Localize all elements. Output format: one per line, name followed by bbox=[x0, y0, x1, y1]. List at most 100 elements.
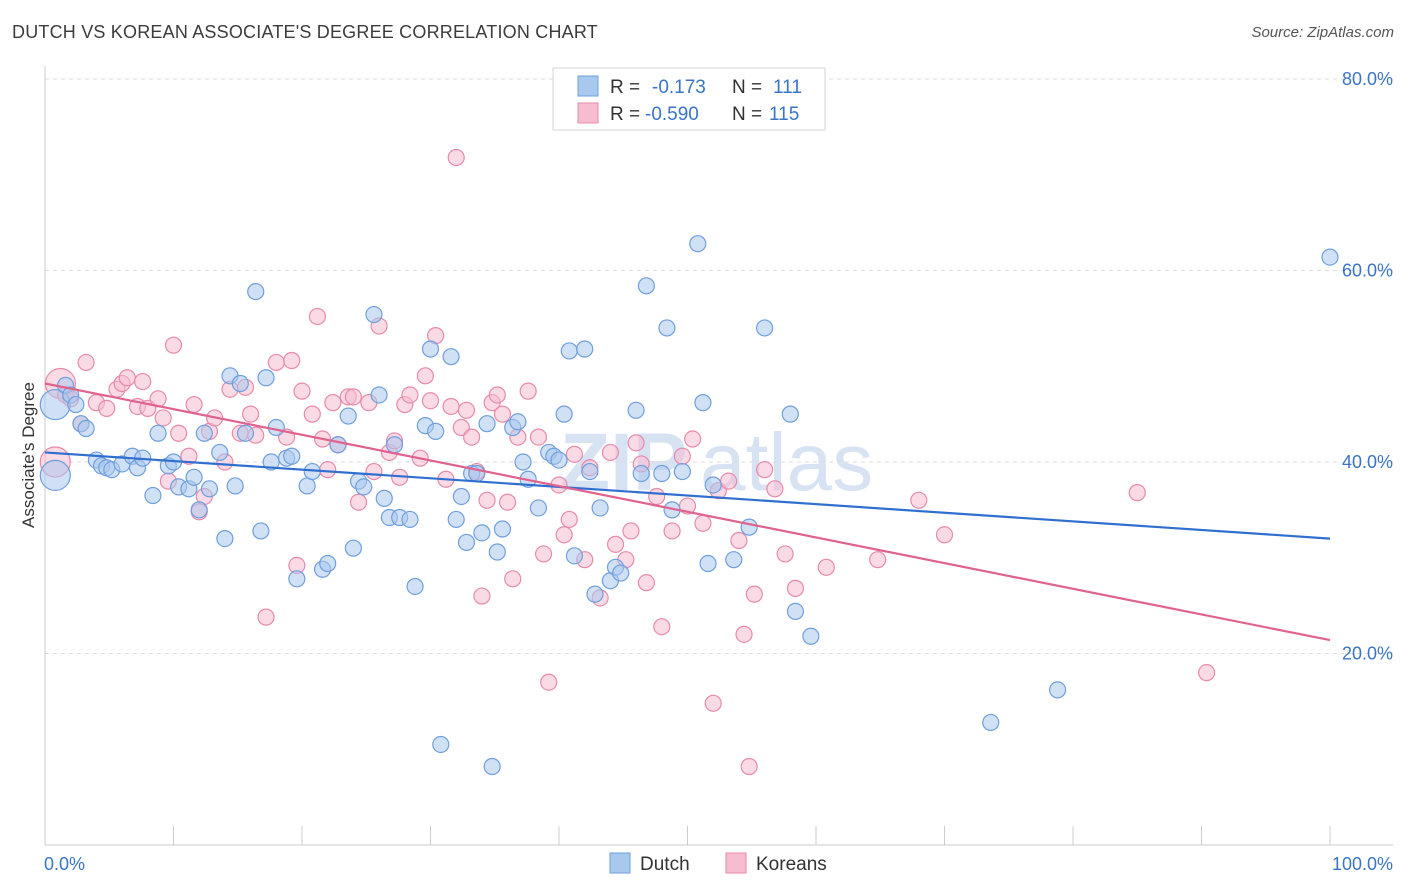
korean-point bbox=[869, 551, 887, 569]
source-label: Source: ZipAtlas.com bbox=[1251, 24, 1394, 41]
dutch-point bbox=[370, 386, 388, 404]
korean-point bbox=[735, 625, 753, 643]
korean-point bbox=[704, 694, 722, 712]
bottom-legend-dutch: Dutch bbox=[640, 854, 690, 875]
dutch-point bbox=[421, 340, 440, 358]
dutch-point bbox=[375, 489, 393, 507]
dutch-point bbox=[673, 462, 691, 481]
korean-point bbox=[349, 493, 368, 511]
korean-point bbox=[755, 461, 774, 479]
dutch-point bbox=[576, 340, 594, 358]
korean-point bbox=[529, 428, 548, 446]
korean-point bbox=[267, 353, 285, 372]
trend-lines bbox=[44, 382, 1331, 642]
dutch-point bbox=[355, 478, 373, 496]
dutch-point bbox=[658, 319, 676, 337]
x-tick-label-start: 0.0% bbox=[44, 854, 85, 874]
korean-point bbox=[653, 618, 671, 636]
korean-point bbox=[185, 395, 203, 414]
korean-point bbox=[478, 491, 496, 509]
dutch-point bbox=[452, 487, 470, 506]
korean-point bbox=[293, 382, 311, 400]
korean-point bbox=[447, 148, 465, 167]
bottom-legend-swatch-korean bbox=[725, 852, 747, 874]
korean-point bbox=[1198, 664, 1216, 682]
korean-point bbox=[817, 558, 835, 576]
dutch-point bbox=[144, 486, 162, 505]
korean-trend-line bbox=[44, 382, 1331, 642]
korean-point bbox=[786, 579, 805, 597]
dutch-point bbox=[257, 369, 275, 387]
dutch-point bbox=[488, 543, 506, 561]
korean-point bbox=[740, 757, 758, 776]
dutch-point bbox=[216, 529, 234, 548]
dutch-point bbox=[586, 585, 604, 603]
korean-point bbox=[637, 574, 655, 592]
dutch-point bbox=[493, 520, 512, 538]
dutch-point bbox=[1321, 248, 1339, 266]
korean-point bbox=[164, 336, 183, 354]
legend-box: R = -0.173 N = 111 R = -0.590 N = 115 bbox=[552, 67, 826, 131]
dutch-point bbox=[231, 374, 249, 393]
dutch-point bbox=[565, 547, 584, 565]
korean-point bbox=[694, 514, 712, 532]
dutch-series bbox=[39, 235, 1339, 776]
dutch-point bbox=[406, 577, 424, 596]
y-tick-label: 40.0% bbox=[1342, 452, 1393, 472]
korean-point bbox=[540, 673, 558, 691]
y-tick-label: 60.0% bbox=[1342, 261, 1393, 281]
dutch-point bbox=[226, 477, 244, 495]
korean-point bbox=[488, 386, 506, 404]
dutch-point bbox=[478, 415, 496, 433]
y-tick-label: 80.0% bbox=[1342, 69, 1393, 89]
dutch-point bbox=[560, 342, 578, 360]
legend-r-value-dutch: -0.173 bbox=[652, 77, 706, 98]
korean-point bbox=[504, 570, 522, 588]
bottom-legend: Dutch Koreans bbox=[609, 852, 827, 875]
korean-point bbox=[673, 447, 691, 465]
dutch-point bbox=[457, 533, 476, 552]
dutch-point bbox=[725, 551, 743, 569]
korean-point bbox=[555, 526, 573, 544]
korean-point bbox=[519, 382, 537, 400]
dutch-point bbox=[694, 394, 712, 412]
dutch-point bbox=[385, 436, 404, 454]
korean-point bbox=[776, 545, 794, 563]
dutch-point bbox=[149, 424, 167, 442]
dutch-point bbox=[509, 413, 527, 431]
korean-point bbox=[180, 447, 198, 465]
chart-title: DUTCH VS KOREAN ASSOCIATE'S DEGREE CORRE… bbox=[12, 22, 598, 42]
dutch-point bbox=[329, 436, 347, 454]
korean-point bbox=[442, 397, 460, 416]
dutch-point bbox=[432, 735, 450, 754]
legend-r-label: R = bbox=[610, 104, 640, 125]
korean-point bbox=[499, 493, 517, 511]
dutch-point bbox=[781, 405, 799, 423]
bottom-legend-swatch-dutch bbox=[609, 852, 631, 874]
korean-point bbox=[154, 409, 172, 427]
korean-point bbox=[457, 401, 476, 419]
korean-point bbox=[118, 369, 136, 387]
korean-point bbox=[663, 522, 681, 540]
korean-point bbox=[745, 585, 763, 603]
dutch-point bbox=[447, 510, 465, 529]
legend-swatch-korean bbox=[577, 102, 599, 124]
dutch-point bbox=[283, 447, 301, 465]
korean-point bbox=[303, 405, 321, 423]
watermark: ZIP atlas bbox=[560, 417, 873, 508]
korean-point bbox=[319, 461, 337, 479]
dutch-point bbox=[442, 348, 460, 366]
legend-swatch-dutch bbox=[577, 75, 599, 97]
dutch-point bbox=[236, 424, 255, 442]
x-tick-label-end: 100.0% bbox=[1332, 854, 1393, 874]
dutch-point bbox=[514, 453, 532, 471]
dutch-point bbox=[319, 554, 337, 573]
legend-n-label: N = bbox=[732, 104, 762, 125]
dutch-point bbox=[401, 510, 419, 529]
korean-point bbox=[401, 386, 419, 404]
korean-point bbox=[648, 487, 666, 506]
dutch-point bbox=[298, 477, 316, 495]
dutch-point bbox=[550, 451, 568, 469]
dutch-point bbox=[581, 462, 599, 481]
